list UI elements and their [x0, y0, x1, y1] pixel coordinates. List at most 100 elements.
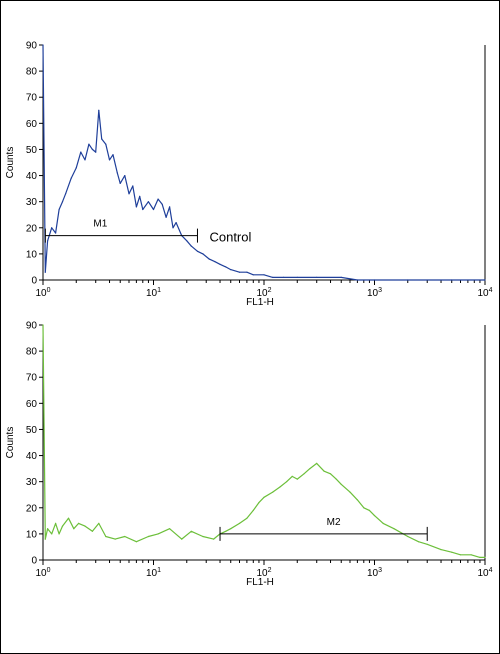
data-point	[230, 269, 232, 271]
data-point	[98, 522, 100, 525]
data-point	[114, 538, 116, 540]
data-point	[272, 276, 274, 278]
x-tick-label: 103	[367, 287, 382, 299]
data-point	[132, 185, 134, 187]
data-point	[225, 266, 227, 268]
x-tick-label: 104	[477, 567, 492, 579]
y-tick-label: 0	[31, 556, 37, 567]
y-tick-label: 50	[26, 425, 38, 436]
data-point	[303, 473, 305, 475]
data-point	[258, 502, 260, 504]
data-point	[105, 535, 107, 538]
data-point	[47, 240, 49, 242]
data-point	[296, 276, 298, 278]
data-point	[124, 535, 126, 538]
data-point	[484, 556, 486, 559]
data-point	[451, 551, 453, 553]
data-point	[80, 151, 82, 153]
data-point	[181, 538, 183, 540]
y-tick-label: 70	[26, 93, 38, 104]
data-point	[451, 279, 453, 281]
data-point	[186, 240, 188, 242]
data-point	[263, 496, 265, 498]
data-point	[426, 543, 428, 545]
y-tick-label: 70	[26, 373, 38, 384]
data-point	[75, 167, 77, 169]
data-point	[84, 525, 86, 527]
y-tick-label: 50	[26, 145, 38, 156]
data-point	[124, 175, 126, 177]
data-point	[329, 473, 332, 475]
data-point	[208, 258, 210, 260]
y-tick-label: 40	[26, 451, 38, 462]
data-point	[282, 276, 285, 278]
data-point	[157, 533, 159, 535]
data-point	[51, 227, 53, 229]
annotation-label: Control	[209, 230, 251, 245]
data-point	[316, 276, 318, 278]
y-tick-label: 80	[26, 67, 38, 78]
data-point	[316, 462, 318, 464]
data-point	[61, 525, 64, 527]
y-tick-label: 30	[26, 197, 38, 208]
y-tick-label: 60	[26, 399, 38, 410]
data-point	[356, 499, 358, 501]
y-axis-title: Counts	[5, 427, 16, 459]
data-point	[98, 109, 100, 111]
data-point	[91, 530, 93, 532]
data-point	[147, 201, 149, 203]
data-point	[214, 261, 216, 263]
data-point	[116, 172, 118, 174]
y-tick-label: 0	[31, 276, 37, 287]
data-point	[152, 208, 155, 211]
data-point	[373, 515, 376, 517]
data-point	[417, 541, 420, 543]
data-point	[335, 478, 337, 480]
data-point	[373, 279, 376, 281]
data-point	[356, 279, 358, 281]
x-tick-label: 104	[477, 287, 492, 299]
x-tick-label: 101	[146, 287, 161, 299]
y-tick-label: 60	[26, 119, 38, 130]
x-tick-label: 101	[146, 567, 161, 579]
data-point	[65, 193, 67, 195]
data-point	[238, 271, 241, 273]
data-point	[382, 522, 384, 525]
data-point	[263, 274, 265, 276]
data-point	[61, 201, 64, 203]
data-point	[42, 44, 44, 46]
data-point	[272, 491, 274, 493]
data-point	[88, 143, 90, 145]
data-point	[190, 530, 192, 532]
data-point	[95, 151, 97, 153]
data-point	[230, 528, 232, 530]
data-point	[147, 535, 149, 538]
y-tick-label: 20	[26, 503, 38, 514]
data-point	[67, 517, 70, 519]
data-point	[139, 195, 141, 197]
data-point	[165, 216, 167, 218]
data-point	[213, 538, 215, 540]
data-point	[58, 208, 60, 211]
y-tick-label: 10	[26, 249, 38, 260]
data-point	[202, 253, 204, 255]
x-axis-title: FL1-H	[246, 577, 274, 588]
data-point	[128, 193, 130, 195]
y-tick-label: 30	[26, 477, 38, 488]
data-point	[238, 522, 241, 525]
data-point	[196, 250, 199, 252]
data-point	[393, 528, 395, 530]
data-point	[340, 483, 342, 485]
data-point	[286, 481, 288, 483]
y-tick-label: 90	[26, 321, 38, 332]
data-point	[323, 470, 325, 472]
data-point	[225, 530, 227, 532]
data-point	[219, 263, 221, 265]
data-point	[55, 232, 57, 234]
data-point	[202, 535, 204, 538]
data-point	[84, 159, 86, 161]
x-tick-label: 100	[35, 567, 50, 579]
data-point	[368, 509, 370, 511]
data-point	[407, 279, 409, 281]
data-point	[296, 478, 298, 480]
